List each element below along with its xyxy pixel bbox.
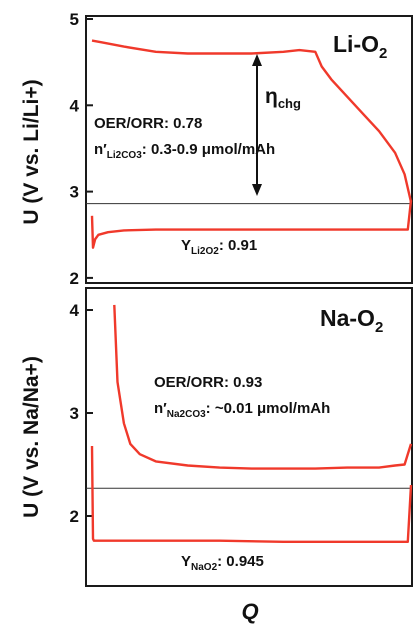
li-o2-charge-curve [91,39,413,203]
li-o2-curves [90,39,413,249]
li-o2-panel: 2 3 4 5 ηchg Li-O2 OER/ORR: 0.78 n′Li2CO3: … [20,10,413,288]
li-o2-y-tick-label: 3 [70,183,79,202]
overpotential-arrow [252,54,262,196]
na-o2-carbonate: n′Na2CO3: ~0.01 μmol/mAh [154,400,330,420]
li-o2-y-tick-label: 2 [70,269,79,288]
li-o2-oer-orr: OER/ORR: 0.78 [94,115,202,132]
na-o2-y-tick-label: 2 [70,507,79,526]
na-o2-yield: YNaO2: 0.945 [181,553,264,573]
li-o2-y-tick-label: 4 [70,96,80,115]
li-o2-carbonate: n′Li2CO3: 0.3-0.9 μmol/mAh [94,141,275,161]
li-o2-y-tick-label: 5 [70,10,79,29]
na-o2-y-axis-label: U (V vs. Na/Na+) [20,356,43,518]
li-o2-y-ticks: 2 3 4 5 [70,10,93,288]
li-o2-title: Li-O2 [333,31,387,62]
li-o2-axes-frame [85,15,413,284]
na-o2-y-tick-label: 3 [70,404,79,423]
na-o2-y-ticks: 2 3 4 [70,301,93,526]
na-o2-charge-curve [113,304,413,470]
na-o2-axes-frame [85,287,413,587]
na-o2-curves [90,304,413,543]
li-o2-discharge-curve [90,200,413,249]
na-o2-panel: 2 3 4 Na-O2 OER/ORR: 0.93 n′Na2CO3: ~0.01 … [20,287,413,624]
li-o2-yield: YLi2O2: 0.91 [181,237,257,257]
li-o2-y-axis-label: U (V vs. Li/Li+) [20,79,43,224]
na-o2-oer-orr: OER/ORR: 0.93 [154,374,262,391]
na-o2-discharge-curve [90,445,413,543]
na-o2-y-tick-label: 4 [70,301,80,320]
overpotential-label: ηchg [265,85,301,111]
na-o2-title: Na-O2 [320,305,383,336]
x-axis-label: Q [241,599,258,624]
